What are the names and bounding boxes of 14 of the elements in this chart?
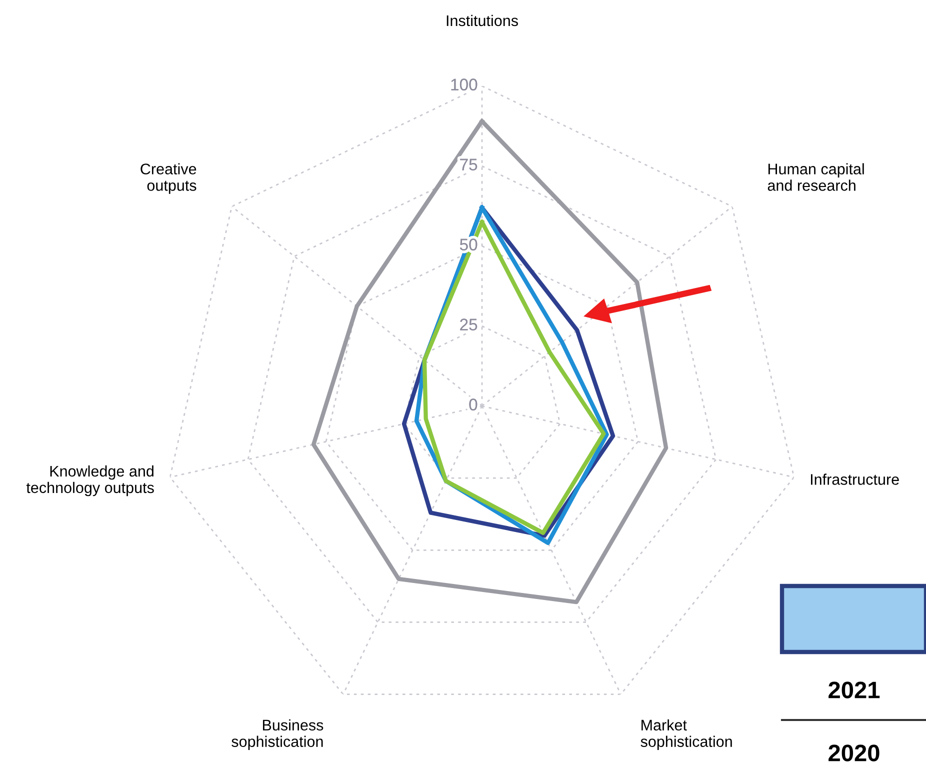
spoke-label: Market sophistication — [640, 719, 732, 750]
y-tick-label: 50 — [460, 238, 478, 250]
spoke-label: Infrastructure — [810, 474, 899, 485]
spoke-label: Business sophistication — [232, 719, 324, 750]
y-tick-label: 0 — [469, 398, 478, 410]
y-tick-label: 25 — [460, 318, 478, 330]
y-tick-label: 75 — [460, 158, 478, 170]
spoke-label: Knowledge and technology outputs — [26, 465, 154, 496]
text: 2021 — [828, 682, 880, 698]
y-tick-label: 100 — [451, 78, 478, 90]
text: 2020 — [828, 744, 880, 762]
spoke-label: Creative outputs — [140, 163, 196, 194]
spoke-label: Human capital and research — [768, 163, 864, 191]
spoke-label: Institutions — [446, 14, 518, 26]
